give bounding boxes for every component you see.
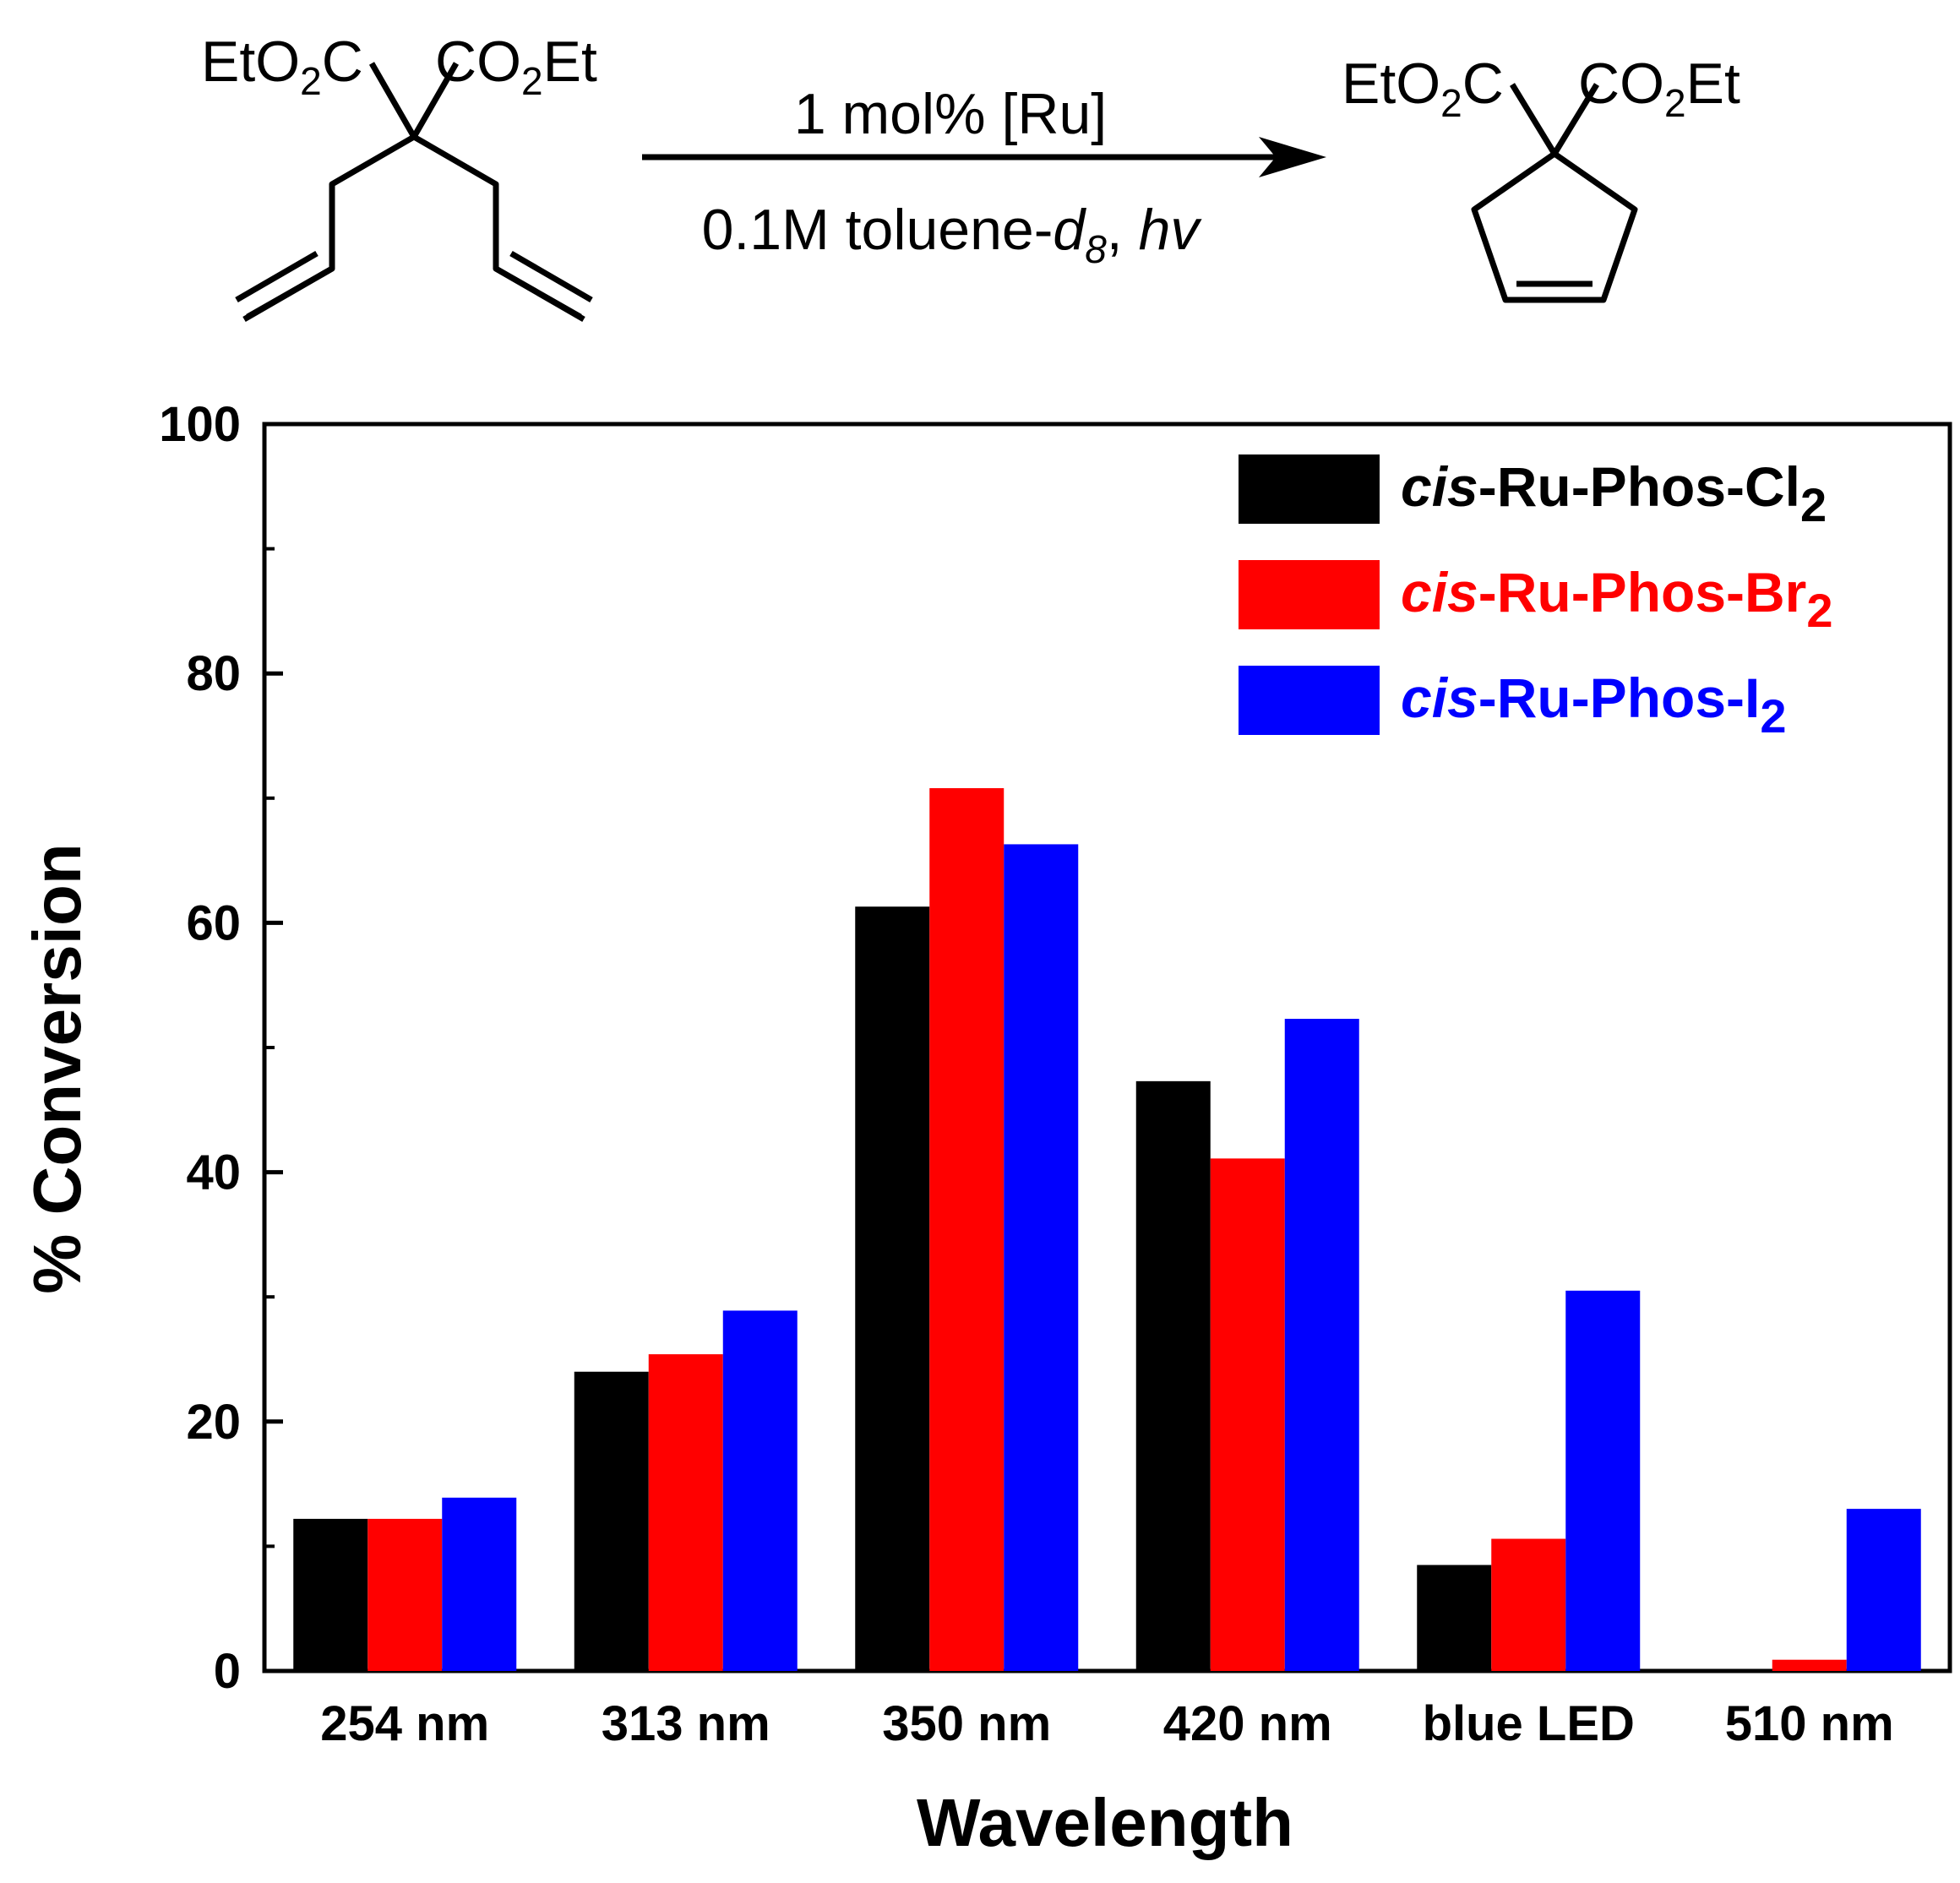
bar-cis-ru-phos-i2-blue-led: [1565, 1290, 1641, 1671]
bar-cis-ru-phos-cl2-420-nm: [1135, 1080, 1211, 1671]
y-tick-label: 80: [186, 646, 241, 701]
bar-cis-ru-phos-br2-313-nm: [648, 1354, 723, 1671]
legend-label-cis-ru-phos-i2: cis-Ru-Phos-I2: [1401, 667, 1787, 743]
bar-cis-ru-phos-i2-254-nm: [442, 1497, 517, 1671]
legend-swatch-cis-ru-phos-br2: [1239, 560, 1380, 629]
bar-cis-ru-phos-cl2-313-nm: [574, 1371, 649, 1671]
x-tick-label-420-nm: 420 nm: [1163, 1696, 1332, 1751]
conditions-solvent: 0.1M toluene-d8, hv: [702, 198, 1203, 271]
bars: [293, 787, 1921, 1672]
legend-label-cis-ru-phos-cl2: cis-Ru-Phos-Cl2: [1401, 455, 1827, 531]
x-tick-label-254-nm: 254 nm: [320, 1696, 489, 1751]
legend-label-cis-ru-phos-br2: cis-Ru-Phos-Br2: [1401, 561, 1833, 637]
y-tick-label: 100: [159, 397, 241, 452]
bar-cis-ru-phos-br2-254-nm: [368, 1518, 443, 1671]
x-tick-label-313-nm: 313 nm: [602, 1696, 770, 1751]
y-tick-label: 60: [186, 895, 241, 950]
bar-cis-ru-phos-cl2-254-nm: [293, 1518, 368, 1671]
legend-swatch-cis-ru-phos-i2: [1239, 666, 1380, 735]
y-tick-label: 0: [214, 1644, 241, 1699]
y-axis: 0 20 40 60 80 100: [159, 397, 283, 1699]
reactant-structure: [235, 62, 593, 323]
bar-cis-ru-phos-br2-420-nm: [1210, 1158, 1285, 1671]
x-tick-label-blue-led: blue LED: [1423, 1696, 1635, 1751]
bar-cis-ru-phos-br2-510-nm: [1772, 1659, 1847, 1671]
bar-cis-ru-phos-cl2-blue-led: [1417, 1565, 1492, 1671]
bar-cis-ru-phos-cl2-350-nm: [855, 906, 930, 1671]
legend: cis-Ru-Phos-Cl2 cis-Ru-Phos-Br2 cis-Ru-Pho…: [1239, 454, 1833, 743]
product-structure: [1471, 83, 1638, 303]
x-tick-label-510-nm: 510 nm: [1725, 1696, 1894, 1751]
y-tick-label: 20: [186, 1395, 241, 1450]
bar-cis-ru-phos-i2-420-nm: [1284, 1019, 1359, 1671]
bar-cis-ru-phos-br2-blue-led: [1491, 1538, 1566, 1671]
bar-cis-ru-phos-i2-350-nm: [1004, 844, 1079, 1671]
product-right-ester-label: CO2Et: [1578, 52, 1740, 125]
x-axis-title: Wavelength: [917, 1785, 1293, 1860]
bar-cis-ru-phos-br2-350-nm: [929, 787, 1004, 1672]
y-tick-label: 40: [186, 1146, 241, 1200]
bar-cis-ru-phos-i2-313-nm: [722, 1310, 798, 1671]
product-left-ester-label: EtO2C: [1342, 52, 1504, 125]
y-axis-title: % Conversion: [19, 843, 95, 1293]
reaction-arrow: [642, 137, 1326, 177]
reaction-scheme: EtO2C CO2Et 1 mol% [Ru] 0.1M toluene-d8,…: [201, 30, 1740, 323]
x-tick-label-350-nm: 350 nm: [882, 1696, 1051, 1751]
legend-swatch-cis-ru-phos-cl2: [1239, 454, 1380, 524]
reactant-left-ester-label: EtO2C: [201, 30, 363, 103]
x-axis: 254 nm 313 nm 350 nm 420 nm blue LED 510 nm: [320, 1696, 1893, 1751]
bar-cis-ru-phos-i2-510-nm: [1846, 1509, 1921, 1671]
reactant-right-ester-label: CO2Et: [435, 30, 597, 103]
conditions-catalyst: 1 mol% [Ru]: [794, 82, 1107, 146]
